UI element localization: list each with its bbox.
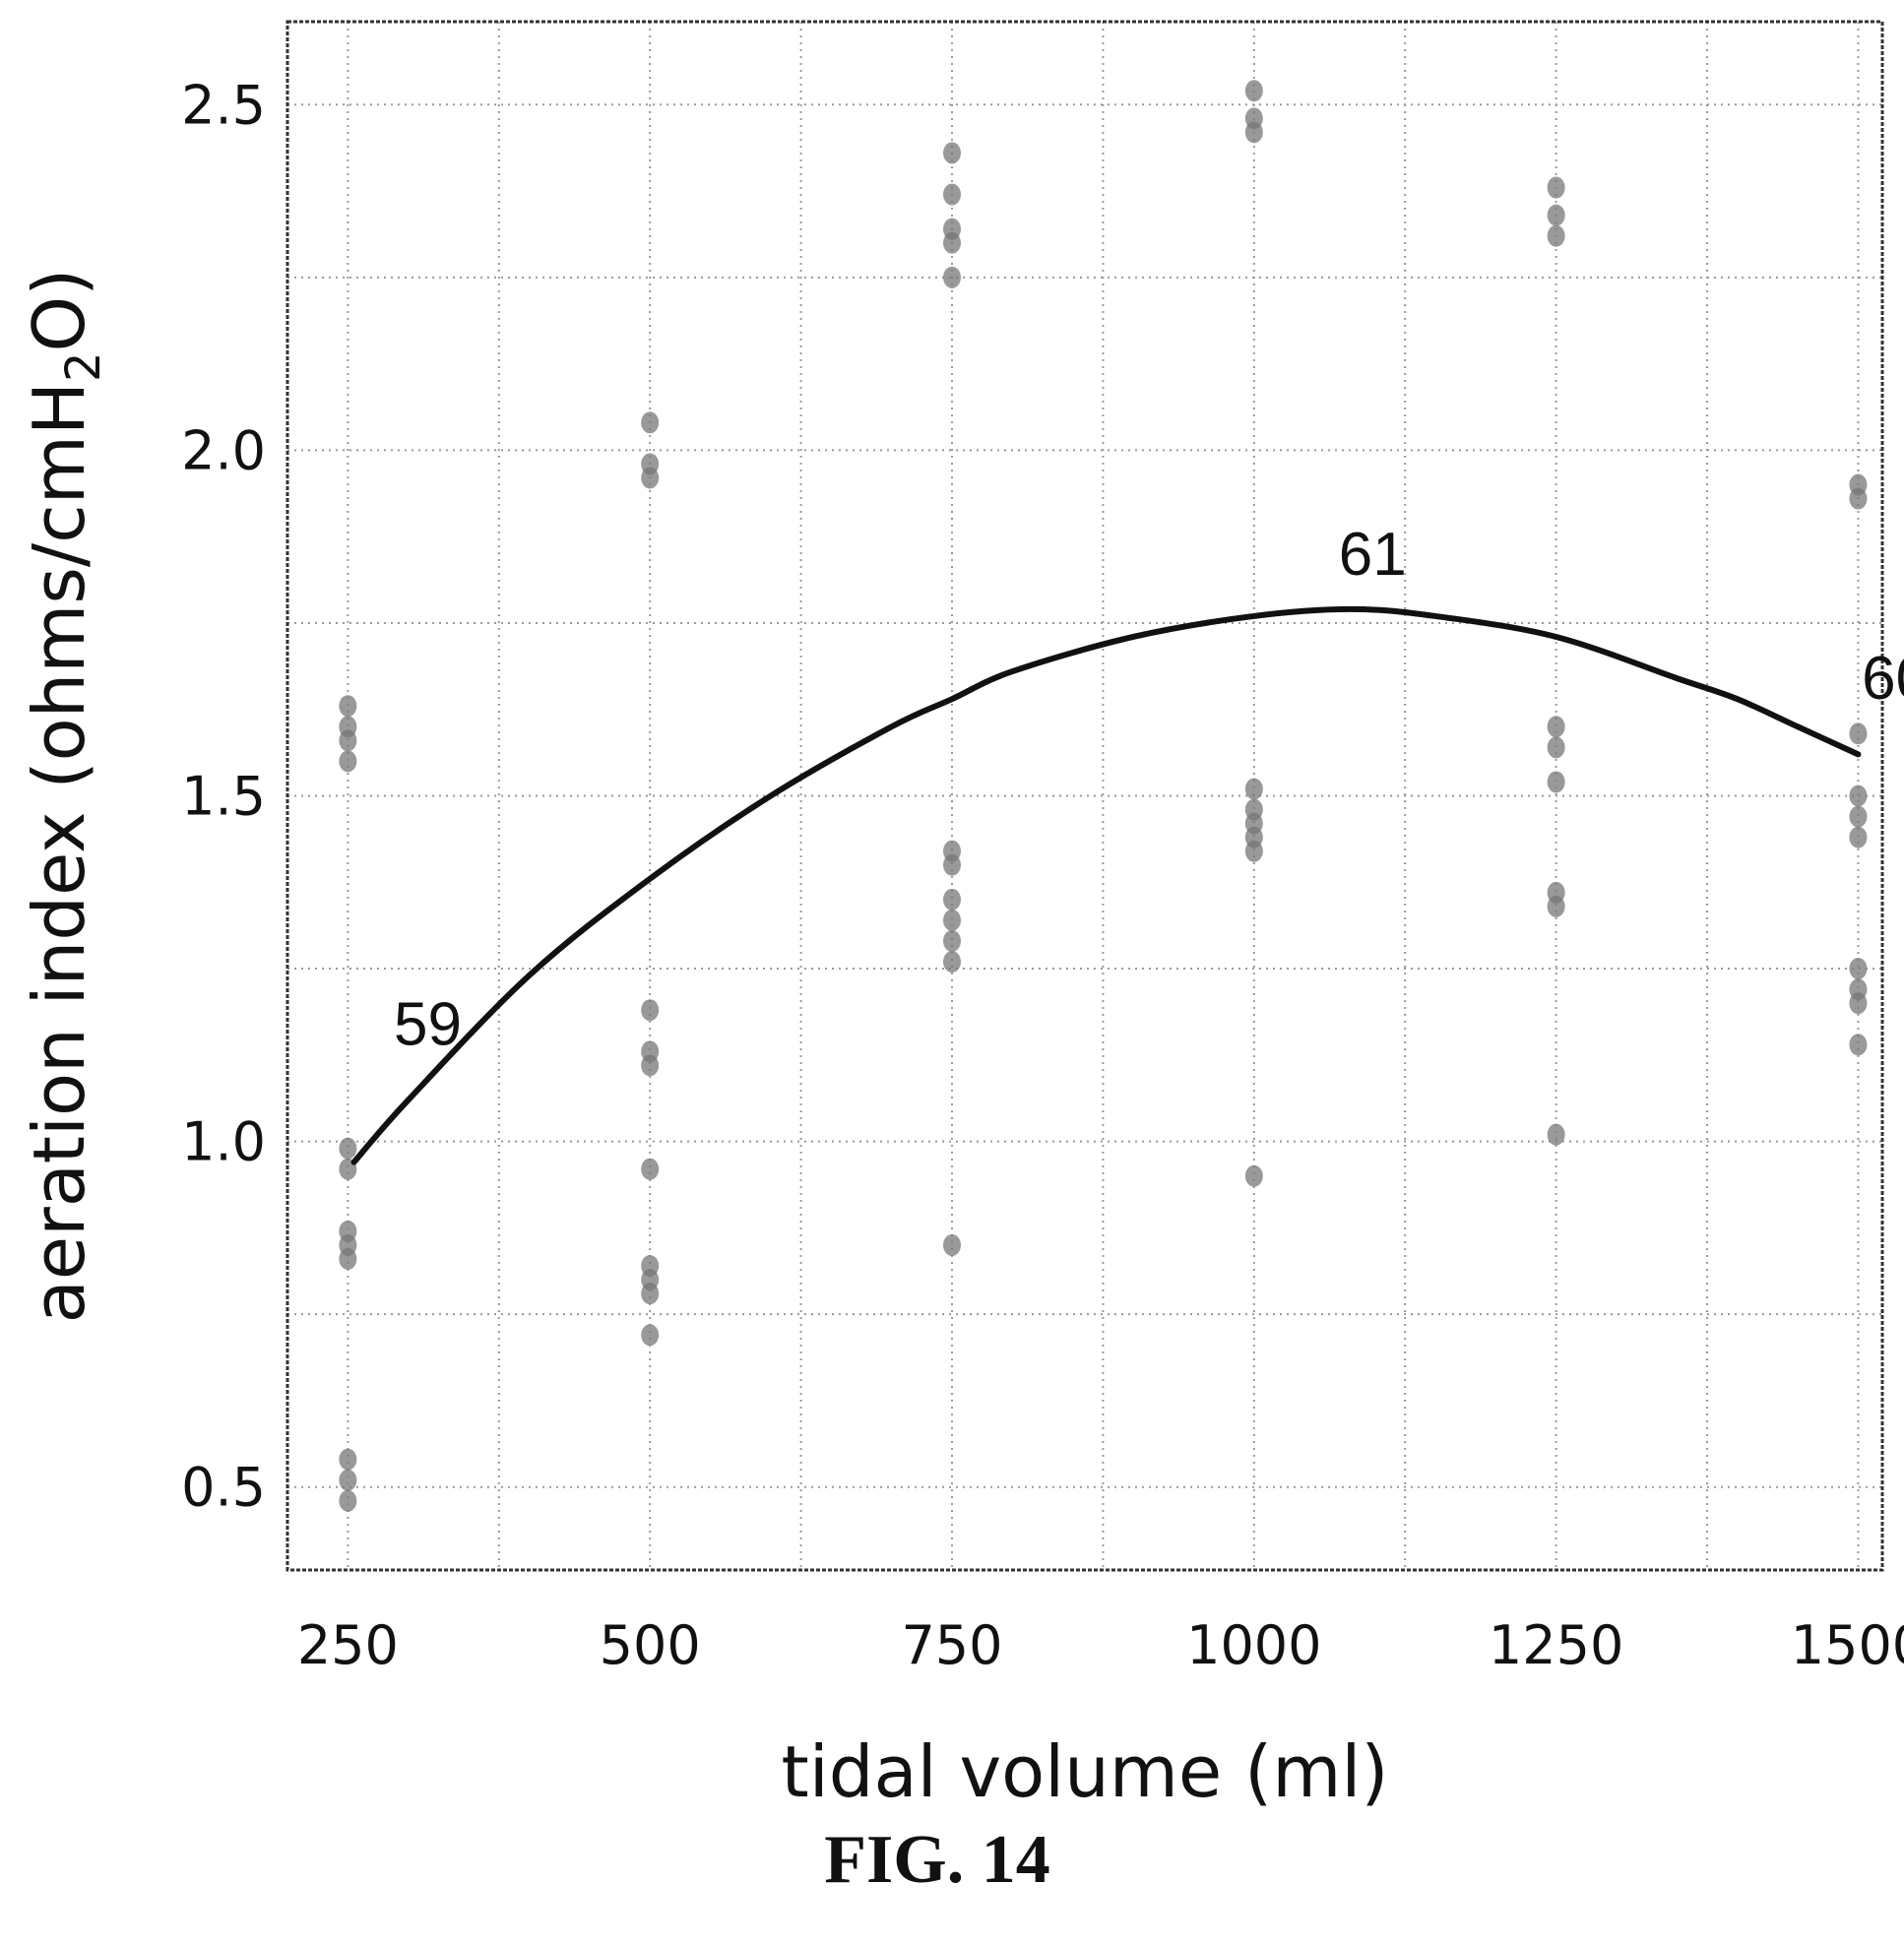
x-tick-label: 750 xyxy=(901,1614,1002,1676)
data-point xyxy=(1547,771,1565,793)
data-point xyxy=(1547,895,1565,917)
data-point xyxy=(943,909,961,931)
data-point xyxy=(339,1489,357,1512)
data-points xyxy=(339,80,1868,1512)
data-point xyxy=(1547,1123,1565,1146)
x-tick-label: 250 xyxy=(297,1614,399,1676)
data-point xyxy=(339,1448,357,1471)
data-point xyxy=(339,1469,357,1491)
data-point xyxy=(339,1137,357,1160)
data-point xyxy=(943,183,961,206)
data-point xyxy=(1547,224,1565,247)
data-point xyxy=(1244,840,1263,862)
data-point xyxy=(1547,736,1565,759)
data-point xyxy=(943,929,961,952)
data-point xyxy=(1244,778,1263,800)
figure-caption: FIG. 14 xyxy=(824,1822,1049,1898)
plot-frame xyxy=(286,20,1884,1572)
data-point xyxy=(943,266,961,288)
x-tick-label: 1000 xyxy=(1186,1614,1321,1676)
y-axis-title-end: O) xyxy=(18,269,100,352)
grid-lines xyxy=(287,22,1882,1570)
data-point xyxy=(943,142,961,164)
data-point xyxy=(1849,722,1868,745)
y-tick-label: 1.5 xyxy=(181,766,266,828)
fit-curve xyxy=(350,605,1862,1165)
data-point xyxy=(1244,80,1263,102)
y-tick-label: 0.5 xyxy=(181,1457,266,1519)
data-point xyxy=(1849,992,1868,1015)
data-point xyxy=(641,999,660,1022)
y-axis-title-subscript: 2 xyxy=(56,351,111,382)
data-point xyxy=(641,1158,660,1180)
annotation-label-59: 59 xyxy=(394,990,462,1058)
data-point xyxy=(943,1233,961,1256)
y-axis-ticks: 0.5 1.0 1.5 2.0 2.5 xyxy=(181,74,266,1518)
data-point xyxy=(943,888,961,911)
data-point xyxy=(339,750,357,773)
data-point xyxy=(1547,204,1565,226)
x-tick-label: 500 xyxy=(600,1614,701,1676)
data-point xyxy=(641,411,660,434)
y-axis-title-main: aeration index (ohms/cmH xyxy=(18,382,100,1323)
data-point xyxy=(641,1283,660,1305)
data-point xyxy=(1244,121,1263,144)
data-point xyxy=(1547,176,1565,199)
data-point xyxy=(1849,785,1868,807)
data-point xyxy=(339,729,357,752)
curve-annotations: 59 61 60 xyxy=(394,521,1904,1059)
data-point xyxy=(1849,805,1868,828)
data-point xyxy=(1849,958,1868,980)
data-point xyxy=(339,1247,357,1270)
annotation-label-61: 61 xyxy=(1339,521,1407,589)
data-point xyxy=(943,951,961,974)
data-point xyxy=(339,695,357,718)
data-point xyxy=(1849,826,1868,848)
data-point xyxy=(641,467,660,489)
data-point xyxy=(1244,1164,1263,1187)
data-point xyxy=(641,1324,660,1347)
data-point xyxy=(1849,487,1868,510)
data-point xyxy=(943,853,961,876)
annotation-label-60: 60 xyxy=(1862,645,1904,713)
y-axis-title: aeration index (ohms/cmH2O) xyxy=(18,269,111,1324)
data-point xyxy=(641,1054,660,1077)
y-tick-label: 2.5 xyxy=(181,74,266,136)
data-point xyxy=(1849,1034,1868,1056)
x-axis-title: tidal volume (ml) xyxy=(782,1730,1389,1813)
data-point xyxy=(1547,716,1565,738)
x-tick-label: 1250 xyxy=(1489,1614,1623,1676)
y-tick-label: 2.0 xyxy=(181,419,266,481)
data-point xyxy=(943,231,961,254)
y-tick-label: 1.0 xyxy=(181,1111,266,1173)
